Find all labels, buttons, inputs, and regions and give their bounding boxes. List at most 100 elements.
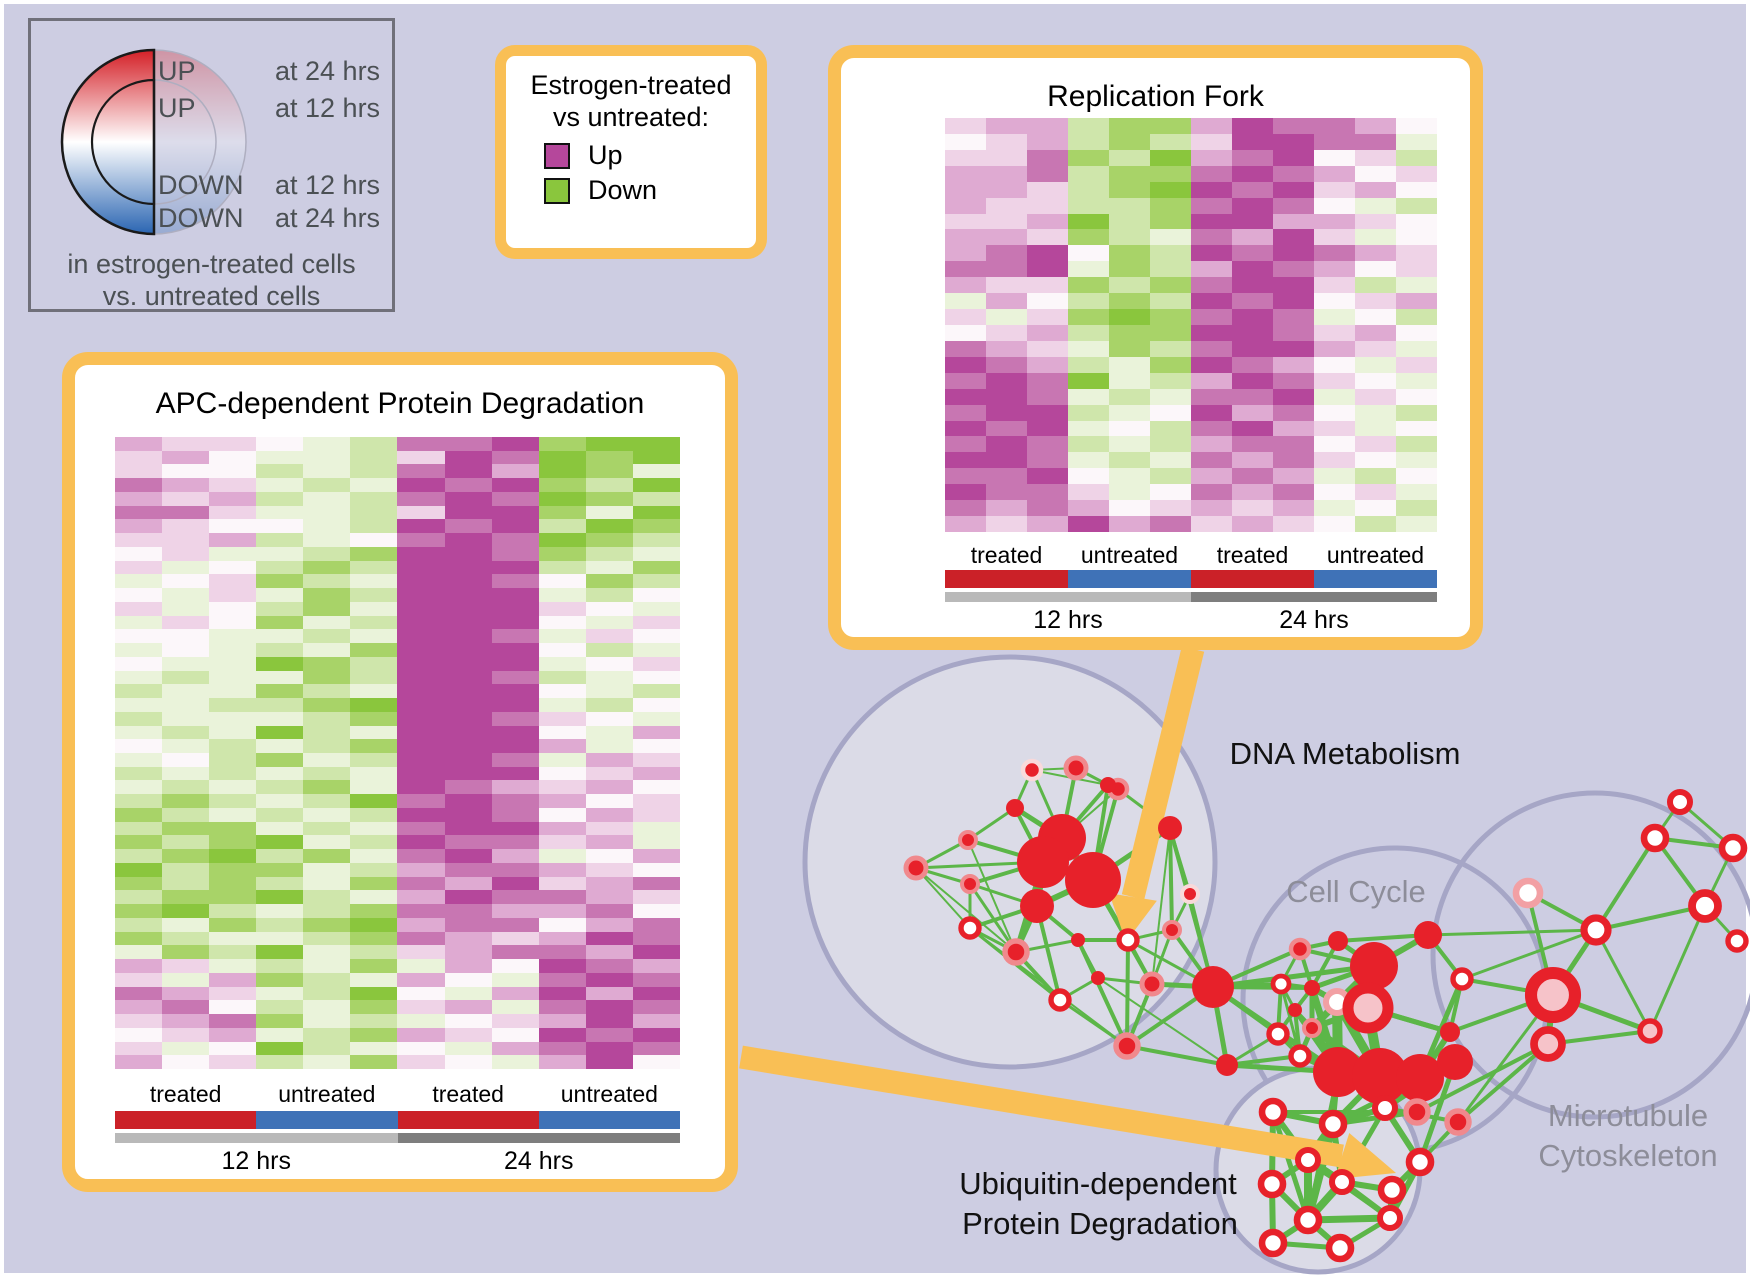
heatmap-cell	[444, 766, 492, 781]
network-node	[1414, 921, 1442, 949]
heatmap-cell	[303, 629, 351, 644]
heatmap-cell	[632, 437, 680, 451]
heatmap-cell	[444, 519, 492, 534]
up-swatch	[544, 142, 570, 169]
heatmap-cell	[1109, 229, 1150, 246]
heatmap-cell	[1314, 500, 1355, 517]
heatmap-cell	[350, 574, 398, 589]
heatmap-cell	[115, 1055, 163, 1069]
heatmap-cell	[350, 670, 398, 685]
heatmap-cell	[115, 519, 163, 534]
network-node	[1270, 973, 1292, 995]
heatmap-cell	[444, 1014, 492, 1028]
heatmap-cell	[1314, 229, 1355, 246]
heatmap-cell	[350, 1014, 398, 1028]
heatmap-cell	[444, 821, 492, 836]
heatmap-cell	[1150, 245, 1191, 262]
heatmap-cell	[538, 959, 586, 973]
heatmap-cell	[209, 519, 257, 534]
color-key-row-down: Down	[544, 175, 657, 206]
heatmap-cell	[585, 533, 633, 547]
heatmap-cell	[945, 165, 986, 182]
heatmap-cell	[115, 615, 163, 630]
heatmap-cell	[538, 849, 586, 863]
heatmap-cell	[1355, 516, 1396, 532]
heatmap-cell	[397, 505, 445, 520]
heatmap-cell	[632, 904, 680, 918]
heatmap-cell	[986, 149, 1027, 166]
heatmap-cell	[303, 546, 351, 561]
heatmap-cell	[162, 491, 210, 506]
heatmap-cell	[1150, 261, 1191, 278]
heatmap-cell	[1355, 133, 1396, 150]
heatmap-cell	[256, 533, 304, 547]
heatmap-cell	[945, 181, 986, 198]
heatmap-cell	[1068, 245, 1109, 262]
heatmap-cell	[444, 698, 492, 712]
heatmap-cell	[1027, 404, 1068, 421]
heatmap-cell	[538, 437, 586, 451]
heatmap-cell	[1109, 261, 1150, 278]
heatmap-cell	[1232, 420, 1273, 437]
heatmap-cell	[209, 917, 257, 932]
heatmap-cell	[115, 711, 163, 726]
heatmap-cell	[444, 752, 492, 767]
heatmap-cell	[303, 766, 351, 781]
heatmap-cell	[444, 450, 492, 465]
heatmap-cell	[444, 588, 492, 602]
network-node	[1725, 929, 1749, 953]
heatmap-cell	[1109, 149, 1150, 166]
heatmap-cell	[397, 546, 445, 561]
heatmap-cell	[1273, 420, 1314, 437]
heatmap-cell	[115, 1041, 163, 1056]
heatmap-cell	[945, 500, 986, 517]
heatmap-cell	[256, 890, 304, 905]
heatmap-cell	[303, 945, 351, 960]
heatmap-cell	[115, 917, 163, 932]
heatmap-cell	[303, 972, 351, 987]
network-node	[1329, 1169, 1355, 1195]
heatmap-cell	[632, 588, 680, 602]
heatmap-cell	[585, 1000, 633, 1015]
network-edge	[967, 839, 1017, 953]
heatmap-cell	[162, 876, 210, 891]
heatmap-cell	[115, 574, 163, 589]
heatmap-cell	[397, 615, 445, 630]
heatmap-cell	[397, 862, 445, 877]
heatmap-cell	[397, 464, 445, 479]
heatmap-cell	[1150, 181, 1191, 198]
heatmap-cell	[538, 1055, 586, 1069]
heatmap-cell	[1396, 500, 1437, 517]
heatmap-cell	[1273, 340, 1314, 357]
heatmap-cell	[632, 862, 680, 877]
heatmap-cell	[1355, 436, 1396, 453]
heatmap-cell	[945, 452, 986, 469]
heatmap-cell	[350, 464, 398, 479]
heatmap-cell	[632, 945, 680, 960]
heatmap-cell	[1355, 197, 1396, 214]
down-swatch	[544, 177, 570, 204]
heatmap-cell	[397, 684, 445, 699]
heatmap-cell	[1027, 500, 1068, 517]
heatmap-cell	[491, 437, 539, 451]
heatmap-cell	[1191, 118, 1232, 134]
heatmap-cell	[986, 324, 1027, 341]
heatmap-cell	[986, 500, 1027, 517]
heatmap-cell	[1355, 420, 1396, 437]
heatmap-cell	[397, 931, 445, 946]
heatmap-cell	[397, 437, 445, 451]
heatmap-cell	[986, 388, 1027, 405]
group-bar	[945, 570, 1068, 588]
heatmap-cell	[538, 752, 586, 767]
heatmap-cell	[1191, 213, 1232, 230]
cluster-label: DNA Metabolism	[1229, 736, 1461, 771]
heatmap-cell	[303, 904, 351, 918]
group-label: untreated	[1080, 542, 1179, 568]
heatmap-cell	[491, 560, 539, 575]
heatmap-cell	[1232, 277, 1273, 294]
heatmap-cell	[303, 835, 351, 850]
heatmap-cell	[1273, 388, 1314, 405]
network-node	[1006, 799, 1024, 817]
heatmap-cell	[945, 149, 986, 166]
